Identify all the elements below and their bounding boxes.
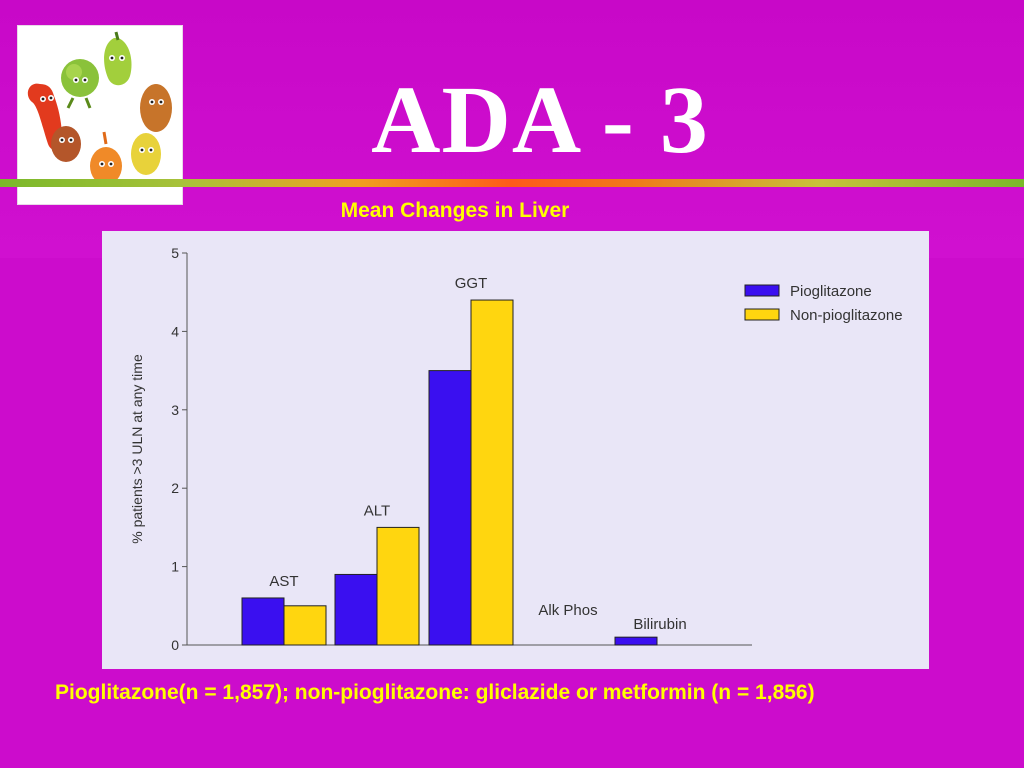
slide-title: ADA - 3 xyxy=(371,66,709,173)
title-divider xyxy=(0,179,1024,187)
category-label-alt: ALT xyxy=(364,502,390,519)
slide-caption: Pioglitazone(n = 1,857); non-pioglitazon… xyxy=(55,681,815,704)
bar-ast-non-pioglitazone xyxy=(283,605,327,646)
y-tick-label: 0 xyxy=(171,637,179,653)
y-tick-label: 5 xyxy=(171,245,179,261)
category-label-bilirubin: Bilirubin xyxy=(633,616,686,633)
bar-ast-pioglitazone xyxy=(241,597,285,646)
legend-label-pioglitazone: Pioglitazone xyxy=(790,283,872,300)
bar-bilirubin-pioglitazone xyxy=(614,636,658,646)
y-tick-label: 3 xyxy=(171,402,179,418)
bar-alt-pioglitazone xyxy=(334,573,378,646)
y-tick-label: 2 xyxy=(171,480,179,496)
y-axis-label: % patients >3 ULN at any time xyxy=(129,354,145,544)
cartoon-vegetables-icon xyxy=(27,31,172,185)
chart-subtitle: Mean Changes in Liver xyxy=(340,199,570,222)
logo xyxy=(17,25,183,205)
legend-label-non-pioglitazone: Non-pioglitazone xyxy=(790,307,903,324)
category-label-alk-phos: Alk Phos xyxy=(538,602,597,619)
y-tick-label: 1 xyxy=(171,559,179,575)
category-label-ggt: GGT xyxy=(455,275,488,292)
y-tick-label: 4 xyxy=(171,323,179,339)
category-label-ast: AST xyxy=(269,573,298,590)
bar-alt-non-pioglitazone xyxy=(376,526,420,646)
chart-panel: 0 1 2 3 4 5 % patients >3 ULN at any time AST AL… xyxy=(102,231,929,669)
bar-ggt-non-pioglitazone xyxy=(470,299,514,646)
legend-swatch-non-pioglitazone xyxy=(744,308,780,321)
bar-ggt-pioglitazone xyxy=(428,370,472,646)
legend-swatch-pioglitazone xyxy=(744,284,780,297)
bar-chart: 0 1 2 3 4 5 % patients >3 ULN at any time AST AL… xyxy=(129,245,903,653)
